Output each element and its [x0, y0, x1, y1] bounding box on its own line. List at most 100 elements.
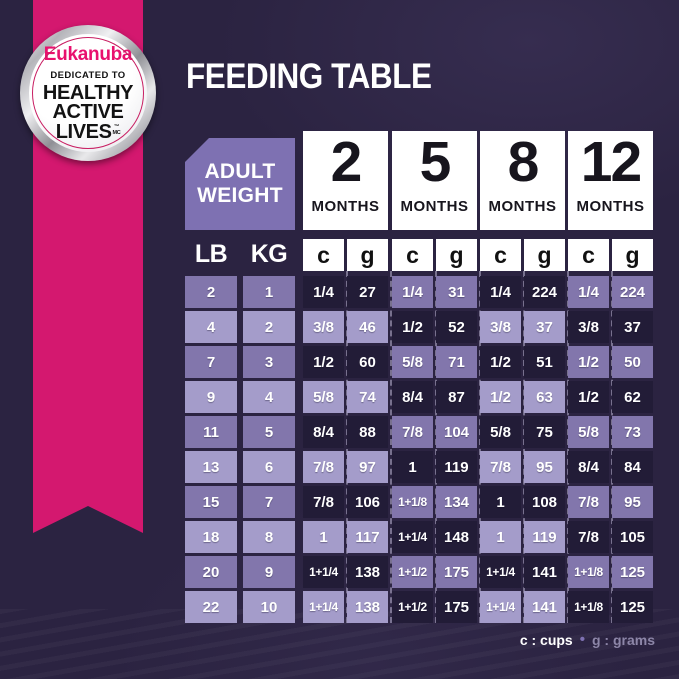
feed-cell: 1/4 — [303, 276, 344, 308]
weight-cell-kg: 7 — [243, 486, 295, 518]
unit-header-g: g — [524, 239, 565, 271]
weight-cell-lb: 22 — [185, 591, 237, 623]
weight-cell-kg: 5 — [243, 416, 295, 448]
feed-cell: 141 — [524, 556, 565, 588]
age-unit-label: MONTHS — [311, 198, 380, 215]
feed-cell: 1+1/8 — [568, 591, 609, 623]
badge-line-lives: LIVES ™ MC — [55, 120, 121, 143]
feed-cell: 5/8 — [568, 416, 609, 448]
feed-cell: 8/4 — [392, 381, 433, 413]
feed-cell: 224 — [524, 276, 565, 308]
feed-cell: 1+1/4 — [480, 556, 521, 588]
weight-cell-lb: 13 — [185, 451, 237, 483]
adult-weight-header: ADULT WEIGHT — [185, 138, 295, 230]
age-column-5-months: 5 MONTHS — [392, 131, 477, 230]
feed-cell: 75 — [524, 416, 565, 448]
feed-cell: 7/8 — [568, 486, 609, 518]
weight-cell-lb: 4 — [185, 311, 237, 343]
feed-cell: 117 — [347, 521, 388, 553]
feed-cell: 31 — [436, 276, 477, 308]
feed-cell: 138 — [347, 591, 388, 623]
feed-cell: 1/4 — [392, 276, 433, 308]
feed-cell: 1 — [392, 451, 433, 483]
weight-cell-kg: 3 — [243, 346, 295, 378]
feed-cell: 1+1/4 — [303, 556, 344, 588]
weight-cell-lb: 11 — [185, 416, 237, 448]
cups-legend-label: c : cups — [519, 631, 573, 648]
grams-legend-label: g : grams — [591, 631, 655, 648]
feed-cell: 88 — [347, 416, 388, 448]
feed-cell: 37 — [524, 311, 565, 343]
feed-cell: 141 — [524, 591, 565, 623]
feed-cell: 8/4 — [568, 451, 609, 483]
badge-lives-text: LIVES — [55, 120, 112, 143]
eukanuba-seal-badge: Eukanuba DEDICATED TO HEALTHY ACTIVE LIV… — [20, 25, 156, 161]
badge-line-healthy: HEALTHY — [42, 81, 134, 104]
feed-cell: 224 — [612, 276, 653, 308]
weight-cell-kg: 4 — [243, 381, 295, 413]
weight-cell-kg: 8 — [243, 521, 295, 553]
age-unit-label: MONTHS — [576, 198, 645, 215]
feed-cell: 74 — [347, 381, 388, 413]
feed-cell: 1/2 — [480, 381, 521, 413]
feed-cell: 5/8 — [392, 346, 433, 378]
feed-cell: 51 — [524, 346, 565, 378]
feed-cell: 1/4 — [568, 276, 609, 308]
adult-weight-line2: WEIGHT — [197, 184, 283, 207]
feed-cell: 175 — [436, 591, 477, 623]
feed-cell: 175 — [436, 556, 477, 588]
weight-cell-lb: 2 — [185, 276, 237, 308]
feed-cell: 119 — [524, 521, 565, 553]
unit-header-g: g — [436, 239, 477, 271]
feed-cell: 1+1/2 — [392, 556, 433, 588]
feed-cell: 1/2 — [480, 346, 521, 378]
age-unit-label: MONTHS — [400, 198, 469, 215]
feed-cell: 37 — [612, 311, 653, 343]
feed-cell: 3/8 — [303, 311, 344, 343]
unit-header-g: g — [347, 239, 388, 271]
weight-cell-kg: 6 — [243, 451, 295, 483]
column-divider-dashed — [345, 271, 348, 623]
weight-cell-kg: 9 — [243, 556, 295, 588]
badge-inner-circle: Eukanuba DEDICATED TO HEALTHY ACTIVE LIV… — [29, 34, 147, 152]
feed-cell: 1+1/4 — [480, 591, 521, 623]
feed-cell: 1+1/8 — [568, 556, 609, 588]
feed-cell: 73 — [612, 416, 653, 448]
col-header-kg: KG — [250, 239, 288, 268]
weight-cell-kg: 1 — [243, 276, 295, 308]
feed-cell: 7/8 — [568, 521, 609, 553]
mc-symbol: MC — [112, 129, 121, 136]
feed-cell: 1/2 — [303, 346, 344, 378]
feed-cell: 87 — [436, 381, 477, 413]
weight-cell-kg: 10 — [243, 591, 295, 623]
feed-cell: 71 — [436, 346, 477, 378]
feed-cell: 3/8 — [480, 311, 521, 343]
feed-cell: 84 — [612, 451, 653, 483]
feed-cell: 1 — [480, 486, 521, 518]
feed-cell: 97 — [347, 451, 388, 483]
badge-tagline: DEDICATED TO — [50, 69, 126, 81]
age-column-2-months: 2 MONTHS — [303, 131, 388, 230]
weight-cell-lb: 18 — [185, 521, 237, 553]
column-divider-dashed — [434, 271, 437, 623]
page-title: FEEDING TABLE — [186, 57, 432, 96]
feed-cell: 52 — [436, 311, 477, 343]
feed-cell: 1+1/4 — [392, 521, 433, 553]
col-header-lb: LB — [194, 239, 228, 268]
feed-cell: 62 — [612, 381, 653, 413]
feed-cell: 46 — [347, 311, 388, 343]
feed-cell: 7/8 — [303, 451, 344, 483]
unit-header-c: c — [480, 239, 521, 271]
weight-cell-lb: 7 — [185, 346, 237, 378]
unit-header-c: c — [303, 239, 344, 271]
feed-cell: 125 — [612, 591, 653, 623]
feed-cell: 125 — [612, 556, 653, 588]
feed-cell: 1+1/8 — [392, 486, 433, 518]
feed-cell: 60 — [347, 346, 388, 378]
unit-header-g: g — [612, 239, 653, 271]
feed-cell: 138 — [347, 556, 388, 588]
feed-cell: 1/4 — [480, 276, 521, 308]
adult-weight-line1: ADULT — [204, 159, 276, 183]
feed-cell: 148 — [436, 521, 477, 553]
unit-header-c: c — [568, 239, 609, 271]
